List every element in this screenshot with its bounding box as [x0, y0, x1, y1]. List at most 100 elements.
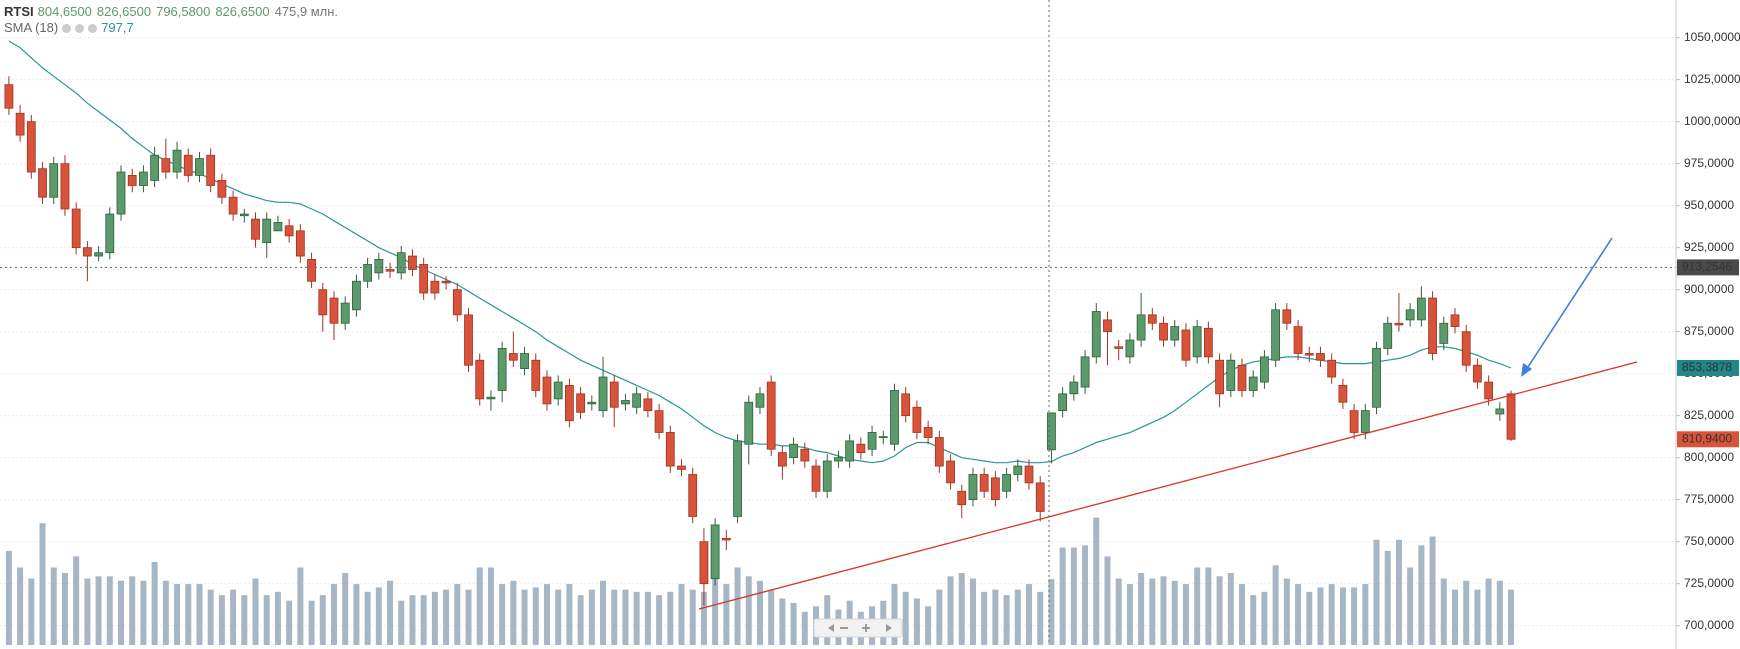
candle-body: [710, 524, 720, 580]
y-tick-label: 925,0000: [1684, 240, 1734, 254]
volume-bar: [947, 576, 954, 645]
candle-body: [890, 390, 899, 445]
candle-body: [340, 302, 350, 324]
volume-bar: [678, 584, 685, 645]
candle-body: [60, 163, 70, 210]
last-close-label-box: [1677, 431, 1739, 448]
candle-body: [845, 440, 855, 462]
volume-bar: [532, 587, 539, 645]
volume-bar: [1451, 589, 1458, 645]
y-tick-label: 1050,0000: [1684, 30, 1740, 44]
volume-bar: [1373, 539, 1380, 645]
candle-body: [643, 398, 653, 412]
remove-icon[interactable]: [88, 24, 98, 34]
volume-bar: [555, 589, 562, 645]
volume-bar: [420, 595, 427, 645]
candle-body: [979, 474, 989, 492]
candle-body: [1394, 322, 1404, 326]
candle-body: [777, 452, 787, 467]
arrow-shaft: [1525, 237, 1613, 371]
volume-bar: [1194, 567, 1201, 645]
volume-bar: [1474, 589, 1481, 645]
candle-body: [1248, 376, 1258, 391]
volume-bar: [1440, 578, 1447, 645]
candle-body: [789, 443, 798, 459]
candle-body: [1450, 314, 1460, 328]
volume-bar: [353, 584, 360, 645]
candle-body: [329, 297, 339, 324]
volume-bar: [274, 591, 281, 645]
candle-body: [744, 401, 754, 445]
candle-body: [766, 381, 776, 450]
candle-body: [1506, 393, 1516, 440]
volume-bar: [1485, 578, 1492, 645]
volume-bar: [106, 576, 113, 645]
sma-legend: SMA (18) 797,7: [4, 20, 338, 36]
candle-body: [262, 218, 272, 244]
candle-body: [587, 401, 597, 405]
candle-body: [1484, 381, 1494, 400]
scroll-left[interactable]: [828, 624, 834, 632]
candle-body: [217, 180, 227, 198]
candle-body: [677, 465, 686, 470]
volume-bar: [375, 587, 382, 645]
candle-body: [497, 348, 507, 391]
volume-bar: [1429, 536, 1436, 645]
volume-bar: [1048, 579, 1055, 645]
zoom-out[interactable]: [840, 627, 848, 629]
candle-body: [228, 196, 238, 215]
volume-bar: [140, 580, 147, 645]
volume-bar: [1362, 584, 1369, 645]
candle-body: [1002, 474, 1011, 492]
visibility-icon[interactable]: [62, 24, 72, 34]
volume-bar: [510, 580, 517, 645]
sma-last-label: 853,3878: [1682, 360, 1732, 374]
volume-bar: [387, 580, 394, 645]
candle-body: [374, 259, 384, 274]
arrow-head: [1521, 363, 1532, 377]
candle-body: [1058, 393, 1068, 412]
y-tick-label: 875,0000: [1684, 324, 1734, 338]
y-tick-label: 975,0000: [1684, 156, 1734, 170]
candle-body: [1316, 353, 1325, 361]
scroll-right[interactable]: [886, 624, 892, 632]
volume-bar: [252, 578, 259, 645]
volume-bar: [1216, 576, 1223, 645]
volume-bar: [577, 595, 584, 645]
volume-bar: [297, 567, 304, 645]
volume-bar: [1059, 547, 1066, 645]
volume-bar: [1384, 550, 1391, 645]
volume-bar: [207, 589, 214, 645]
volume-bar: [1261, 591, 1268, 645]
candle-body: [38, 168, 47, 198]
volume-bar: [5, 550, 12, 645]
y-tick-label: 775,0000: [1684, 492, 1734, 506]
volume-bar: [633, 591, 640, 645]
volume-bar: [1070, 547, 1077, 645]
candle-body: [150, 154, 160, 181]
settings-icon[interactable]: [75, 24, 85, 34]
candle-body: [1428, 297, 1437, 354]
volume-bar: [364, 591, 371, 645]
volume-bar: [162, 580, 169, 645]
volume-bar: [913, 598, 920, 645]
price-legend: RTSI 804,6500 826,6500 796,5800 826,6500 475,…: [4, 4, 338, 20]
volume-bar: [1295, 584, 1302, 645]
volume-bar: [230, 589, 237, 645]
candle-body: [206, 154, 216, 186]
volume-bar: [622, 589, 629, 645]
candle-body: [1271, 309, 1281, 361]
candle-body: [867, 432, 877, 450]
candle-body: [531, 359, 541, 391]
volume-bar: [1138, 573, 1145, 645]
crosshair-label: 913,2546: [1682, 260, 1732, 274]
volume-bar: [185, 584, 192, 645]
volume-bar: [644, 591, 651, 645]
candle-body: [576, 393, 586, 413]
candle-body: [161, 158, 171, 173]
candle-body: [4, 84, 14, 109]
volume-bar: [1306, 591, 1313, 645]
volume-bar: [566, 584, 573, 645]
candle-body: [1136, 314, 1146, 341]
candle-body: [542, 376, 552, 405]
